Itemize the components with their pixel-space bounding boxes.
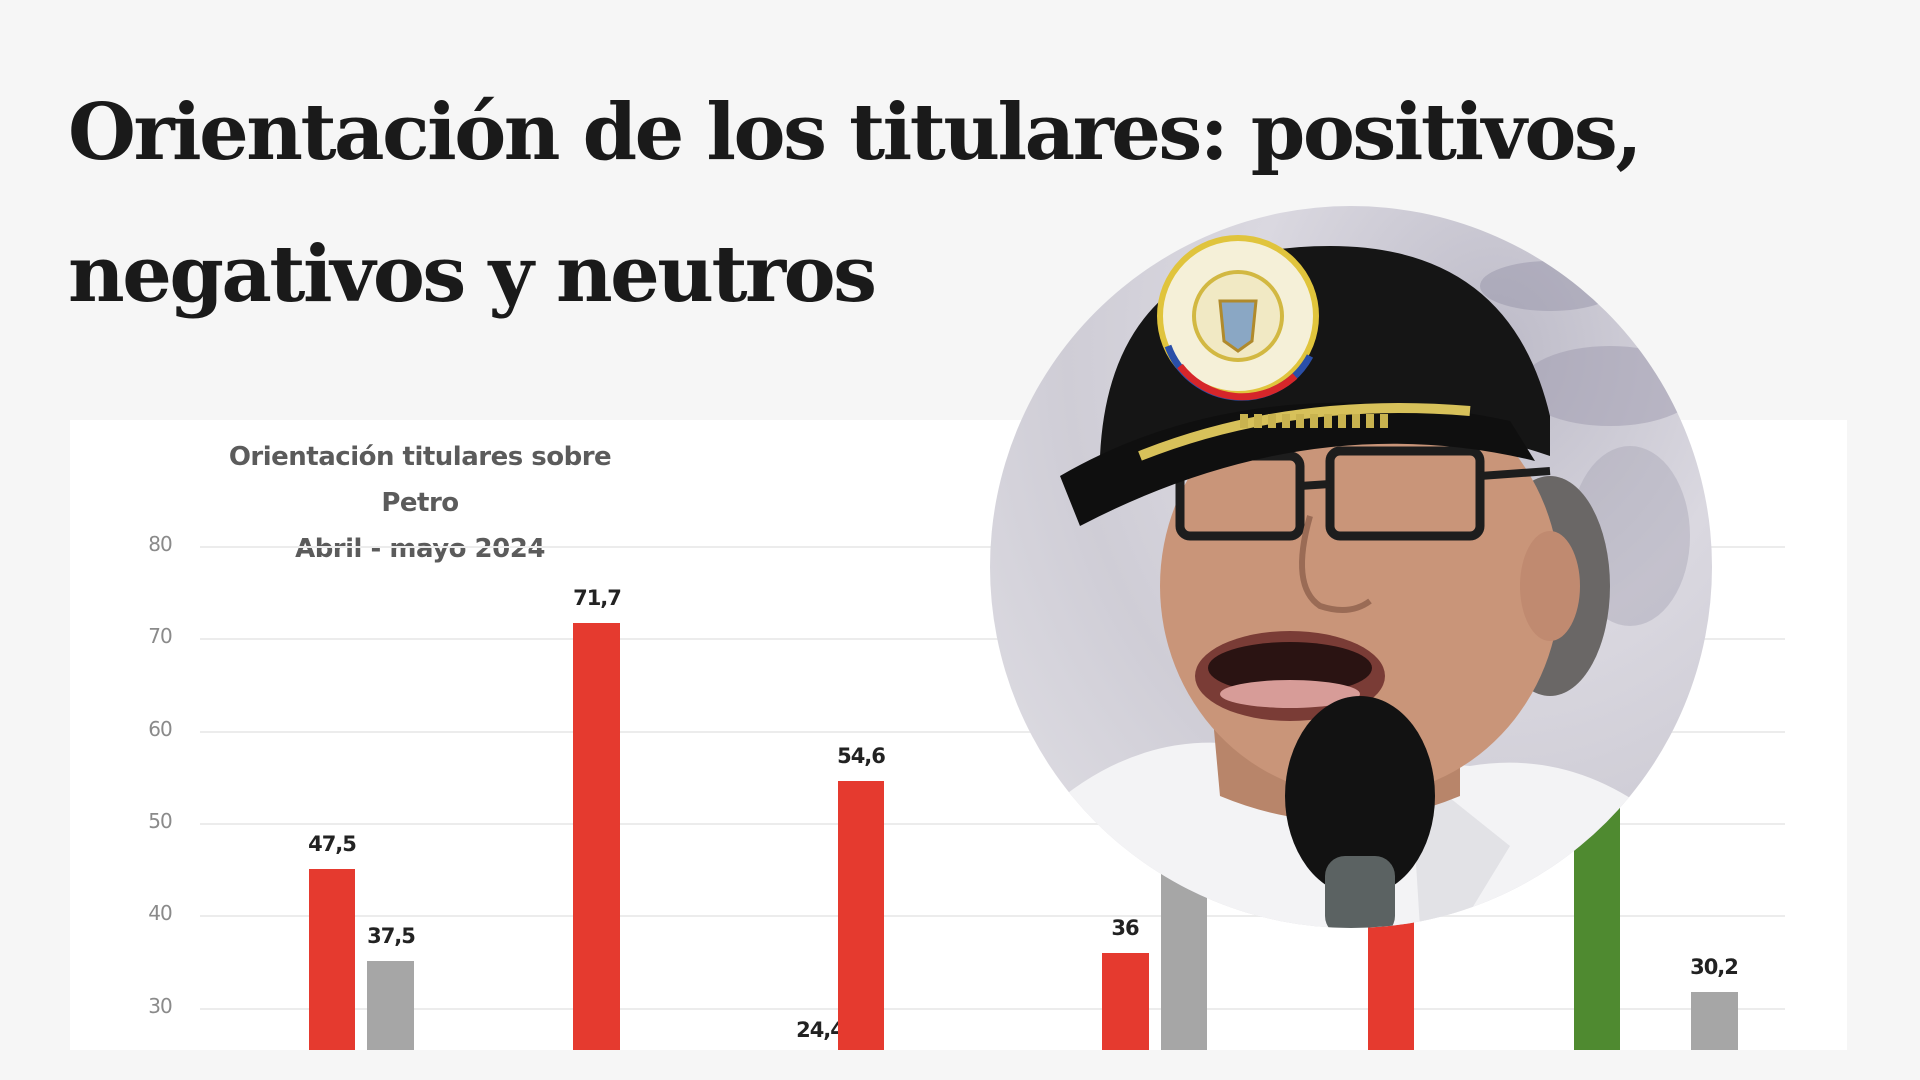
y-tick-50: 50 [148,809,172,833]
bar-label: 54,6 [837,744,886,768]
bar-negative-2 [573,623,620,1050]
bar-label: 37,5 [367,924,416,948]
portrait-photo [990,206,1712,928]
y-tick-70: 70 [148,624,172,648]
gridline-50 [200,823,1785,825]
y-tick-40: 40 [148,901,172,925]
bar-label: 24,4 [796,1018,845,1042]
person-portrait-icon [990,235,1712,928]
bar-neutral-3 [1691,992,1738,1050]
headline-line-1: Orientación de los titulares: positivos, [68,87,1642,178]
bar-negative-1 [309,869,355,1050]
bar-label: 30,2 [1690,955,1739,979]
headline-line-2: negativos y neutros [68,229,877,320]
bar-neutral-1 [367,961,414,1050]
chart-title: Orientación titulares sobre Petro [228,442,612,518]
bar-label: 71,7 [573,586,622,610]
gridline-70 [200,638,1785,640]
bar-negative-3 [838,781,884,1050]
bar-label: 47,5 [308,832,357,856]
chart-subtitle: Abril - mayo 2024 [295,534,545,564]
bar-negative-4 [1102,953,1149,1050]
gridline-60 [200,731,1785,733]
y-tick-60: 60 [148,717,172,741]
y-tick-80: 80 [148,532,172,556]
y-tick-30: 30 [148,994,172,1018]
gridline-40 [200,915,1785,917]
article-headline: Orientación de los titulares: positivos,… [68,62,1768,346]
bar-label: 36 [1111,916,1139,940]
chart-title-block: Orientación titulares sobre Petro Abril … [210,434,630,572]
gridline-30 [200,1008,1785,1010]
